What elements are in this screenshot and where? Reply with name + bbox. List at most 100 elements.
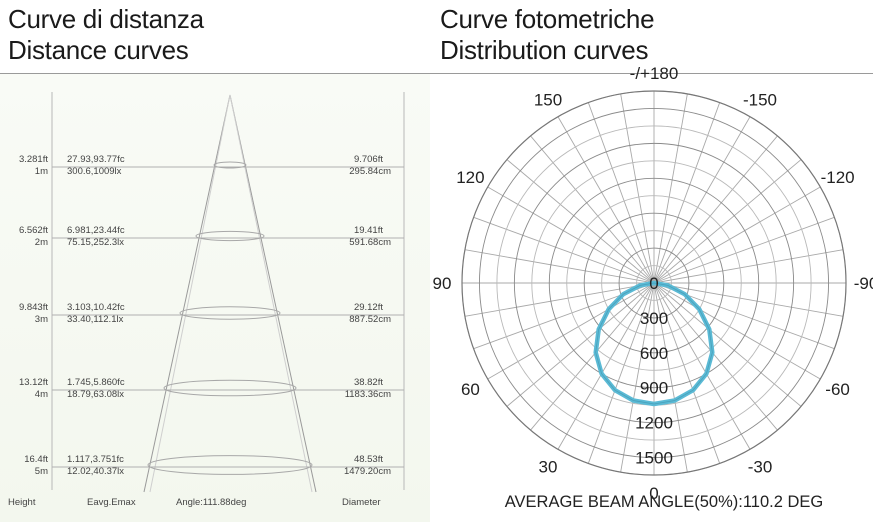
polar-spoke	[557, 282, 655, 450]
height-ft-label: 3.281ft	[19, 154, 48, 165]
angle-label: -150	[743, 90, 777, 109]
eavg-emax-fc-label: 1.117,3.751fc	[67, 454, 124, 465]
height-m-label: 3m	[35, 314, 48, 325]
angle-label: -120	[821, 168, 855, 187]
polar-ring	[636, 265, 672, 301]
height-ft-label: 16.4ft	[24, 454, 48, 465]
column-header: Angle:111.88deg	[176, 497, 246, 508]
angle-label: -60	[825, 380, 850, 399]
angle-label: -90	[854, 274, 873, 293]
angle-label: 60	[461, 380, 480, 399]
beam-outer-right	[229, 94, 313, 493]
beam-outer-left	[149, 94, 231, 493]
polar-spoke	[653, 282, 844, 317]
polar-spoke	[653, 282, 821, 380]
beam-ellipse	[213, 161, 247, 169]
polar-spoke	[530, 135, 655, 284]
distance-panel-background	[0, 74, 430, 522]
polar-spoke	[587, 282, 655, 464]
polar-spoke	[653, 282, 751, 450]
distribution-curves-title-it: Curve fotometriche	[440, 4, 655, 34]
distribution-curves-title: Curve fotometriche Distribution curves	[440, 4, 655, 66]
radial-tick-label: 1200	[635, 414, 673, 433]
radial-tick-label: 1500	[635, 449, 673, 468]
cone-right-edge	[229, 94, 317, 493]
angle-label: 0	[649, 484, 658, 503]
column-header: Height	[8, 497, 36, 508]
eavg-emax-lx-label: 75.15,252.3lx	[67, 237, 124, 248]
angle-label: -/+180	[630, 64, 679, 83]
diameter-cm-label: 1183.36cm	[345, 389, 391, 400]
angle-label: 90	[433, 274, 452, 293]
polar-ring	[566, 195, 742, 371]
polar-spoke	[487, 282, 655, 380]
eavg-emax-lx-label: 18.79,63.08lx	[67, 389, 124, 400]
angle-label: 30	[539, 458, 558, 477]
eavg-emax-fc-label: 27.93,93.77fc	[67, 154, 125, 165]
beam-angle-caption: AVERAGE BEAM ANGLE(50%):110.2 DEG	[505, 493, 824, 511]
polar-ring	[496, 125, 812, 441]
polar-ring	[601, 230, 707, 336]
height-m-label: 1m	[35, 166, 48, 177]
polar-spoke	[653, 282, 802, 407]
polar-spoke	[487, 186, 655, 284]
height-ft-label: 13.12ft	[19, 377, 48, 388]
beam-ellipse	[147, 455, 313, 475]
distance-curves-title-it: Curve di distanza	[8, 4, 204, 34]
polar-spoke	[464, 249, 655, 284]
polar-spoke	[653, 116, 751, 284]
polar-spoke	[530, 282, 655, 431]
cone-left-edge	[143, 94, 231, 493]
polar-spoke	[653, 102, 721, 284]
diameter-ft-label: 9.706ft	[354, 154, 383, 165]
polar-spoke	[587, 102, 655, 284]
polar-spoke	[653, 135, 778, 284]
polar-spoke	[506, 282, 655, 407]
radial-tick-label: 300	[640, 309, 668, 328]
diameter-cm-label: 887.52cm	[349, 314, 391, 325]
eavg-emax-fc-label: 3.103,10.42fc	[67, 302, 125, 313]
polar-spoke	[653, 282, 688, 473]
polar-outer-ring	[461, 90, 847, 476]
angle-label: 120	[456, 168, 484, 187]
radial-tick-label: 0	[649, 274, 658, 293]
eavg-emax-fc-label: 6.981,23.44fc	[67, 225, 125, 236]
polar-spoke	[653, 159, 802, 284]
polar-spoke	[653, 282, 721, 464]
beam-ellipse	[195, 230, 265, 242]
polar-spoke	[653, 249, 844, 284]
diameter-cm-label: 591.68cm	[349, 237, 391, 248]
radial-tick-label: 600	[640, 344, 668, 363]
eavg-emax-lx-label: 12.02,40.37lx	[67, 466, 124, 477]
column-header: Diameter	[342, 497, 381, 508]
diameter-ft-label: 19.41ft	[354, 225, 383, 236]
polar-spoke	[653, 93, 688, 284]
polar-spoke	[506, 159, 655, 284]
polar-spoke	[653, 186, 821, 284]
diameter-ft-label: 38.82ft	[354, 377, 383, 388]
height-ft-label: 6.562ft	[19, 225, 48, 236]
polar-ring	[479, 108, 829, 458]
polar-spoke	[620, 93, 655, 284]
height-m-label: 5m	[35, 466, 48, 477]
polar-ring	[548, 177, 760, 389]
polar-ring	[583, 212, 725, 354]
eavg-emax-fc-label: 1.745,5.860fc	[67, 377, 125, 388]
diameter-cm-label: 1479.20cm	[344, 466, 391, 477]
eavg-emax-lx-label: 300.6,1009lx	[67, 166, 122, 177]
distribution-curve-inner	[595, 282, 713, 405]
height-ft-label: 9.843ft	[19, 302, 48, 313]
distance-curves-title-en: Distance curves	[8, 35, 189, 65]
polar-spoke	[653, 216, 835, 284]
angle-label: 150	[534, 90, 562, 109]
column-header: Eavg.Emax	[87, 497, 136, 508]
polar-spoke	[464, 282, 655, 317]
polar-spoke	[473, 216, 655, 284]
diameter-ft-label: 48.53ft	[354, 454, 383, 465]
angle-label: -30	[748, 458, 773, 477]
radial-tick-label: 900	[640, 379, 668, 398]
distance-curves-title: Curve di distanza Distance curves	[8, 4, 204, 66]
diameter-cm-label: 295.84cm	[349, 166, 391, 177]
